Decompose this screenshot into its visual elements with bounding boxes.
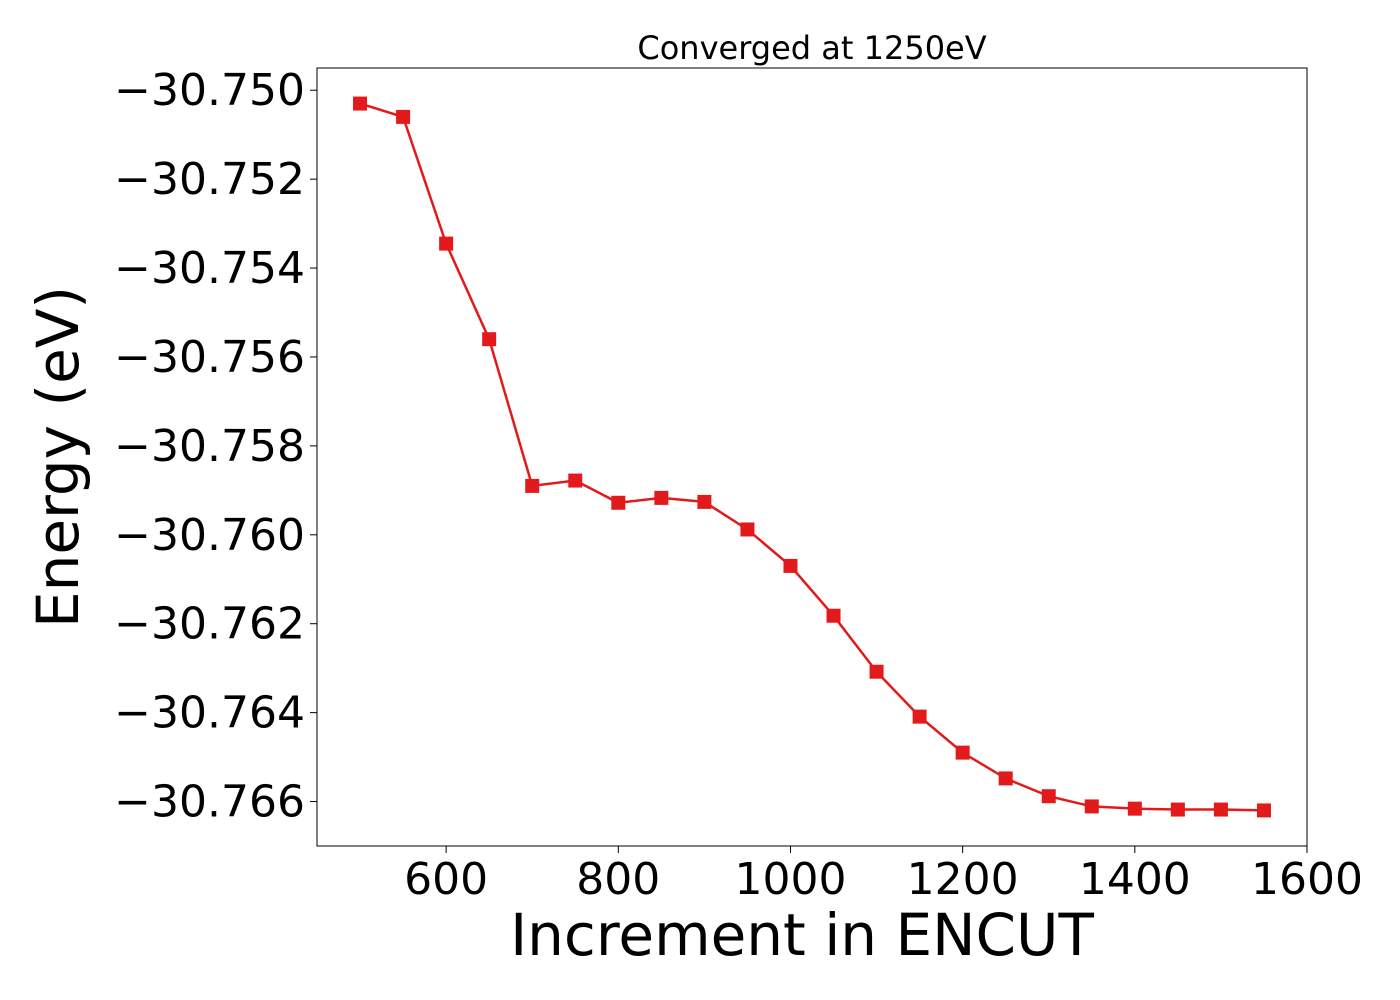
data-point-marker [1084,799,1099,814]
x-axis-label: Increment in ENCUT [510,901,1094,969]
x-tick-label: 1000 [734,854,846,905]
data-point-marker [998,771,1013,786]
data-point-marker [1256,803,1271,818]
series-line [359,102,1264,812]
data-point-marker [1170,802,1185,817]
y-tick-label: −30.752 [114,154,305,205]
y-tick-label: −30.750 [114,65,305,116]
data-point-marker [826,608,841,623]
data-point-marker [396,109,411,124]
x-tick-label: 1400 [1079,854,1191,905]
y-tick-label: −30.754 [114,243,305,294]
y-tick-label: −30.766 [114,777,305,828]
data-point-marker [869,664,884,679]
series-layer [353,96,1271,818]
y-tick-label: −30.760 [114,510,305,561]
y-tick-label: −30.762 [114,599,305,650]
data-point-marker [654,490,669,505]
x-tick-label: 1200 [907,854,1019,905]
data-point-marker [525,478,540,493]
x-axis: 600 800 1000 1200 1400 1600 [404,846,1363,905]
data-point-marker [740,522,755,537]
data-point-marker [697,494,712,509]
y-tick-label: −30.758 [114,421,305,472]
x-tick-label: 800 [576,854,660,905]
data-point-marker [353,96,368,111]
data-point-marker [783,558,798,573]
data-point-marker [1213,802,1228,817]
y-axis: −30.750 −30.752 −30.754 −30.756 −30.758 −30.7… [114,65,317,828]
data-point-marker [955,745,970,760]
data-point-marker [912,709,927,724]
plot-area [316,67,1308,847]
y-axis-label: Energy (eV) [24,286,92,628]
data-point-marker [568,473,583,488]
x-tick-label: 600 [404,854,488,905]
x-tick-label: 1600 [1251,854,1363,905]
data-point-marker [482,332,497,347]
y-tick-label: −30.764 [114,688,305,739]
chart-title: Converged at 1250eV [637,29,986,67]
data-point-marker [439,236,454,251]
y-tick-label: −30.756 [114,332,305,383]
data-point-marker [611,495,626,510]
data-point-marker [1041,789,1056,804]
data-point-marker [1127,801,1142,816]
